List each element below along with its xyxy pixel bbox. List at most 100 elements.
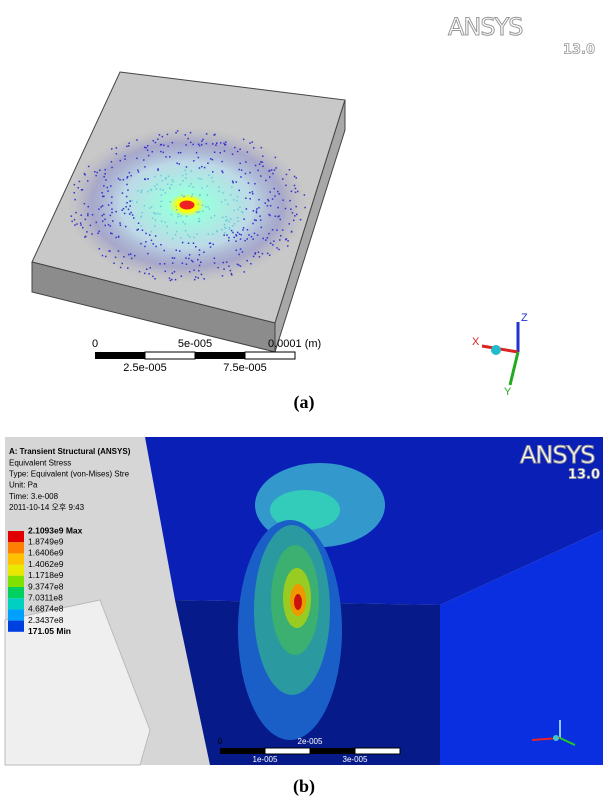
particle (193, 187, 195, 189)
particle (159, 263, 161, 265)
particle (268, 200, 270, 202)
particle (270, 243, 272, 245)
particle (175, 279, 177, 281)
particle (111, 148, 113, 150)
particle (221, 201, 223, 203)
particle (294, 185, 296, 187)
particle (178, 152, 180, 154)
particle (160, 144, 162, 146)
particle (153, 212, 155, 214)
particle (249, 172, 251, 174)
particle (134, 255, 136, 257)
particle (124, 155, 126, 157)
particle (103, 185, 105, 187)
particle (151, 240, 153, 242)
particle (222, 217, 224, 219)
particle (111, 161, 113, 163)
particle (198, 178, 200, 180)
particle (193, 160, 195, 162)
particle (212, 181, 214, 183)
particle (103, 176, 105, 178)
particle (253, 147, 255, 149)
scale-label: 7.5e-005 (223, 362, 266, 374)
caption: (b) (293, 776, 315, 797)
particle (107, 190, 109, 192)
particle (185, 170, 187, 172)
particle (148, 155, 150, 157)
particle (228, 237, 230, 239)
particle (87, 215, 89, 217)
particle (108, 224, 110, 226)
particle (165, 177, 167, 179)
particle (282, 199, 284, 201)
particle (86, 231, 88, 233)
particle (144, 205, 146, 207)
particle (147, 150, 149, 152)
panel-b: A: Transient Structural (ANSYS)Equivalen… (5, 437, 603, 797)
particle (248, 182, 250, 184)
particle (237, 221, 239, 223)
particle (133, 217, 135, 219)
particle (110, 225, 112, 227)
particle (258, 252, 260, 254)
particle (113, 263, 115, 265)
caption: (a) (294, 392, 315, 413)
particle (282, 178, 284, 180)
particle (144, 273, 146, 275)
particle (188, 243, 190, 245)
particle (257, 170, 259, 172)
particle (255, 165, 256, 167)
particle (247, 238, 249, 240)
particle (252, 238, 254, 240)
particle (246, 260, 248, 262)
legend-label: 1.4062e9 (28, 559, 64, 569)
particle (152, 151, 154, 153)
particle (245, 173, 247, 175)
particle (252, 141, 254, 143)
particle (225, 216, 227, 218)
particle (105, 256, 107, 258)
particle (185, 134, 187, 136)
particle (265, 202, 267, 204)
legend-label: 9.3747e8 (28, 581, 64, 591)
particle (98, 208, 100, 210)
particle (304, 207, 306, 209)
particle (289, 223, 291, 225)
particle (102, 215, 104, 217)
particle (182, 175, 184, 177)
particle (210, 158, 212, 160)
particle (189, 236, 191, 238)
particle (221, 170, 223, 172)
particle (234, 223, 236, 225)
particle (224, 199, 226, 201)
particle (151, 231, 153, 233)
particle (121, 210, 123, 212)
particle (105, 225, 107, 227)
particle (185, 230, 187, 232)
particle (156, 184, 158, 186)
particle (253, 210, 255, 212)
particle (289, 200, 291, 202)
particle (193, 270, 195, 272)
particle (253, 256, 255, 258)
particle (258, 199, 260, 201)
particle (237, 217, 239, 219)
particle (170, 201, 172, 203)
particle (74, 184, 76, 186)
particle (226, 219, 228, 221)
particle (270, 205, 272, 207)
particle (79, 181, 81, 183)
particle (271, 169, 273, 171)
particle (239, 207, 241, 209)
particle (71, 215, 73, 217)
particle (192, 261, 194, 263)
particle (85, 219, 87, 221)
particle (234, 147, 236, 149)
particle (141, 191, 143, 193)
particle (150, 267, 152, 269)
particle (88, 206, 90, 208)
particle (126, 146, 128, 148)
y-axis (510, 352, 518, 385)
particle (199, 254, 201, 256)
particle (231, 273, 233, 275)
